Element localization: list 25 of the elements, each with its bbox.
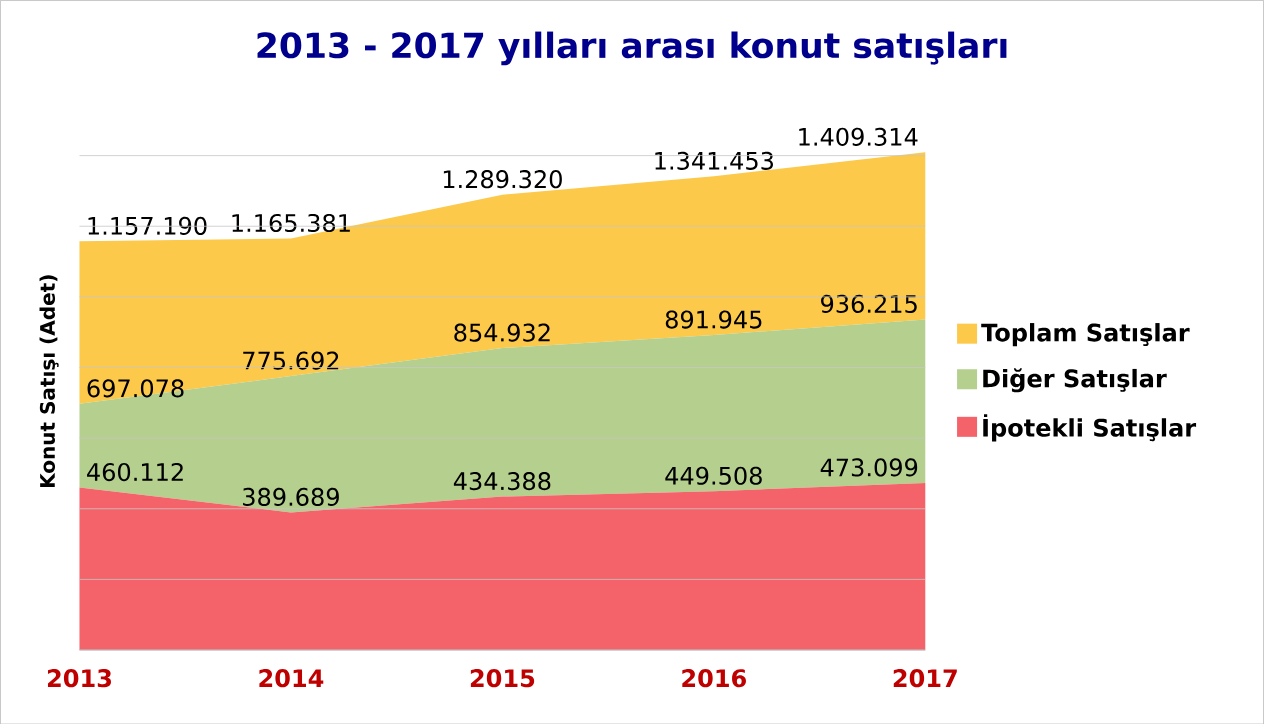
data-label: 473.099 bbox=[820, 458, 918, 477]
legend-label: Toplam Satışlar bbox=[981, 322, 1190, 347]
x-tick-label: 2016 bbox=[682, 668, 746, 688]
x-tick-label: 2015 bbox=[470, 668, 535, 688]
data-label: 1.157.190 bbox=[88, 216, 207, 235]
data-label: 449.508 bbox=[665, 466, 762, 485]
legend-label: Diğer Satışlar bbox=[983, 368, 1167, 393]
data-label: 389.689 bbox=[243, 487, 339, 506]
data-label: 854.932 bbox=[454, 323, 550, 342]
data-label: 434.388 bbox=[453, 471, 551, 490]
data-label: 460.112 bbox=[87, 462, 183, 481]
data-label: 775.692 bbox=[243, 351, 339, 370]
data-label: 697.078 bbox=[87, 379, 184, 398]
legend-label: İpotekli Satışlar bbox=[983, 413, 1197, 442]
x-tick-label: 2014 bbox=[259, 668, 324, 688]
data-label: 1.289.320 bbox=[443, 169, 562, 189]
data-label: 1.341.453 bbox=[655, 151, 773, 170]
chart-title: 2013 - 2017 yılları arası konut satışları bbox=[257, 31, 1007, 66]
y-axis-title: Konut Satışı (Adet) bbox=[39, 275, 59, 487]
data-label: 891.945 bbox=[665, 310, 762, 329]
data-label: 936.215 bbox=[821, 294, 917, 313]
data-label: 1.409.314 bbox=[799, 127, 918, 146]
x-tick-label: 2013 bbox=[47, 668, 111, 688]
data-label: 1.165.381 bbox=[232, 213, 350, 232]
x-tick-label: 2017 bbox=[893, 668, 957, 688]
